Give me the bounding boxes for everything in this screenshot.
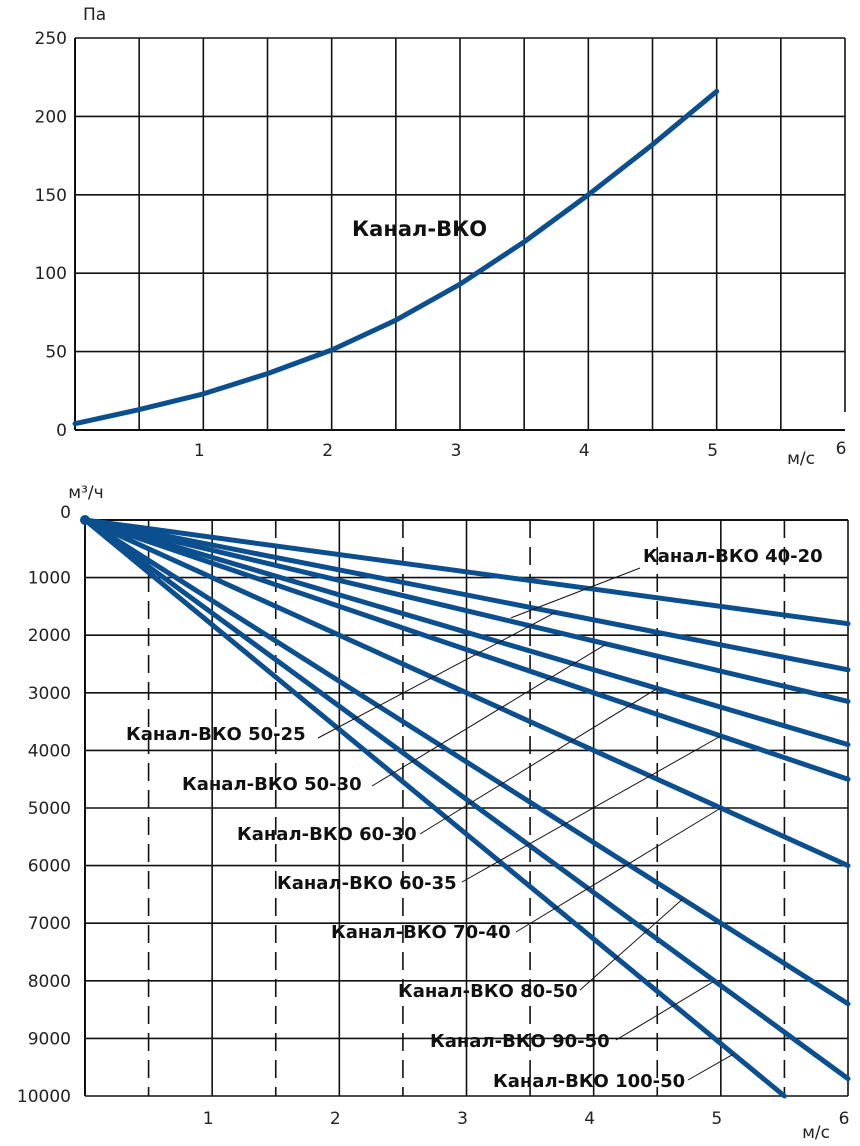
y-tick-label: 6000 (28, 857, 71, 877)
series-line-1 (82, 517, 851, 627)
series-line-8 (82, 517, 851, 1082)
y-tick-label: 100 (35, 264, 67, 284)
x-axis-unit: м/с (802, 1123, 830, 1143)
x-tick-label: 5 (711, 1109, 722, 1129)
series-label: Канал-ВКО 100-50 (493, 1071, 685, 1092)
y-tick-label: 4000 (28, 741, 71, 761)
x-tick-label: 6 (836, 439, 847, 459)
series-label: Канал-ВКО 70-40 (331, 922, 511, 943)
leader-line (317, 611, 556, 739)
series-line-9 (82, 517, 787, 1099)
series-line-2 (82, 517, 851, 673)
x-tick-label: 5 (707, 441, 718, 461)
leader-line (615, 980, 715, 1041)
x-tick-label: 3 (451, 441, 462, 461)
x-axis-unit: м/с (787, 449, 815, 469)
leader-line (461, 735, 722, 883)
y-tick-label: 0 (56, 421, 67, 441)
series-label: Канал-ВКО 60-30 (237, 824, 417, 845)
series-label: Канал-ВКО 50-25 (126, 724, 306, 745)
y-tick-label: 7000 (28, 914, 71, 934)
x-tick-label: 6 (839, 1109, 850, 1129)
y-tick-label: 150 (35, 186, 67, 206)
leader-line (419, 688, 658, 835)
leader-line (579, 898, 684, 991)
series-label: Канал-ВКО 90-50 (430, 1031, 610, 1052)
y-tick-label: 200 (35, 107, 67, 127)
leader-line (371, 643, 607, 787)
y-tick-label: 50 (45, 343, 67, 363)
series-label: Канал-ВКО (352, 217, 487, 241)
series-line-4 (82, 517, 851, 748)
y-tick-label: 9000 (28, 1029, 71, 1049)
x-tick-label: 4 (584, 1109, 595, 1129)
series-line-3 (82, 517, 851, 704)
y-tick-label: 2000 (28, 626, 71, 646)
series-line-7 (82, 517, 851, 1007)
series-label: Канал-ВКО 60-35 (277, 873, 457, 894)
series-line-kanal-vko (72, 88, 720, 427)
y-axis-unit: м³/ч (68, 483, 103, 503)
y-tick-label: 0 (60, 503, 71, 523)
pressure-chart: 0 50 100 150 200 250 1 2 3 4 5 6 Па м/с Канал-ВКО (35, 5, 847, 469)
leader-line (515, 807, 722, 933)
x-tick-label: 2 (322, 441, 333, 461)
y-tick-label: 3000 (28, 684, 71, 704)
origin-marker (80, 515, 90, 525)
series-label: Канал-ВКО 40-20 (643, 546, 823, 567)
series-label: Канал-ВКО 50-30 (182, 774, 362, 795)
y-tick-label: 1000 (28, 569, 71, 589)
x-tick-label: 1 (203, 1109, 214, 1129)
x-tick-label: 2 (330, 1109, 341, 1129)
x-tick-label: 3 (457, 1109, 468, 1129)
x-tick-label: 4 (579, 441, 590, 461)
y-tick-label: 8000 (28, 972, 71, 992)
series-label: Канал-ВКО 80-50 (398, 981, 578, 1002)
y-tick-label: 5000 (28, 799, 71, 819)
leader-line (687, 1053, 734, 1081)
y-tick-label: 250 (35, 29, 67, 49)
leader-line (510, 567, 641, 619)
y-axis-unit: Па (83, 5, 106, 25)
x-tick-label: 1 (194, 441, 205, 461)
y-tick-label: 10000 (17, 1087, 71, 1107)
airflow-chart: 0 1000 2000 3000 4000 5000 6000 7000 8000 9000 100… (17, 483, 851, 1143)
